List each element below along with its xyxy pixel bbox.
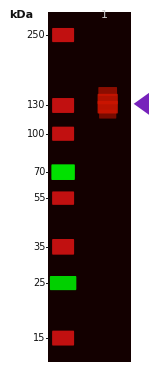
Text: 130: 130 — [27, 101, 45, 110]
Text: 15: 15 — [33, 333, 45, 343]
Text: 55: 55 — [33, 193, 45, 203]
Bar — [48, 12, 131, 362]
FancyBboxPatch shape — [52, 28, 74, 42]
FancyBboxPatch shape — [99, 110, 116, 119]
FancyBboxPatch shape — [98, 87, 117, 96]
Text: 70: 70 — [33, 167, 45, 177]
FancyBboxPatch shape — [52, 98, 74, 113]
FancyBboxPatch shape — [52, 127, 74, 141]
Text: 25: 25 — [33, 278, 45, 288]
FancyBboxPatch shape — [98, 94, 118, 104]
Text: kDa: kDa — [9, 10, 34, 20]
FancyBboxPatch shape — [52, 191, 74, 205]
Text: 1: 1 — [101, 10, 108, 20]
Text: 35: 35 — [33, 242, 45, 252]
Text: 250: 250 — [27, 30, 45, 40]
Polygon shape — [134, 93, 149, 115]
Bar — [48, 12, 131, 362]
FancyBboxPatch shape — [52, 239, 74, 255]
FancyBboxPatch shape — [52, 331, 74, 346]
FancyBboxPatch shape — [51, 164, 75, 180]
FancyBboxPatch shape — [98, 101, 118, 113]
Text: 100: 100 — [27, 129, 45, 139]
FancyBboxPatch shape — [50, 276, 76, 290]
